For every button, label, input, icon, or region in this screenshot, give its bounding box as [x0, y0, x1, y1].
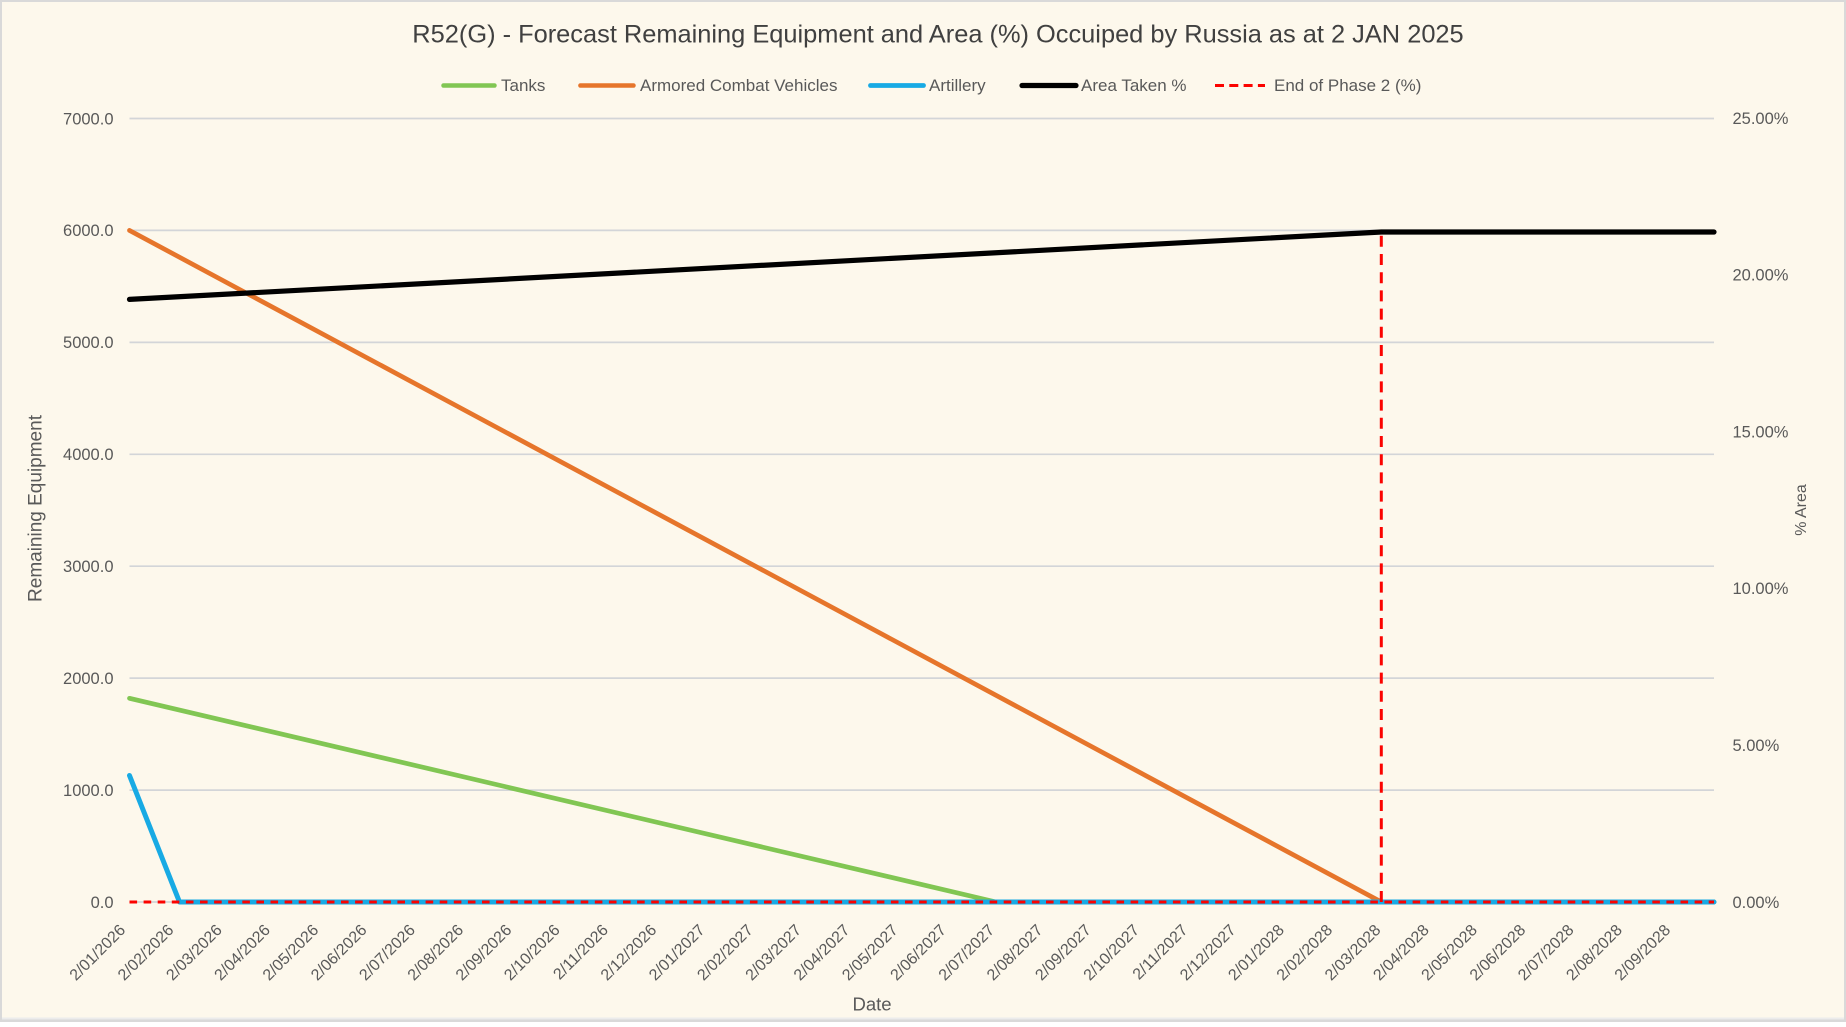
- svg-text:5.00%: 5.00%: [1733, 737, 1780, 755]
- svg-text:5000.0: 5000.0: [63, 334, 113, 352]
- svg-text:6000.0: 6000.0: [63, 222, 113, 240]
- svg-text:Date: Date: [852, 994, 891, 1015]
- svg-text:0.00%: 0.00%: [1733, 894, 1780, 912]
- svg-text:Artillery: Artillery: [929, 76, 986, 95]
- svg-text:3000.0: 3000.0: [63, 558, 113, 576]
- svg-text:1000.0: 1000.0: [63, 782, 113, 800]
- svg-text:Area Taken %: Area Taken %: [1081, 76, 1187, 95]
- svg-text:15.00%: 15.00%: [1733, 423, 1789, 441]
- svg-text:Armored Combat Vehicles: Armored Combat Vehicles: [640, 76, 837, 95]
- svg-text:2000.0: 2000.0: [63, 670, 113, 688]
- svg-text:25.00%: 25.00%: [1733, 110, 1789, 128]
- svg-text:R52(G) - Forecast Remaining Eq: R52(G) - Forecast Remaining Equipment an…: [412, 21, 1463, 49]
- svg-text:4000.0: 4000.0: [63, 446, 113, 464]
- svg-text:End of Phase 2 (%): End of Phase 2 (%): [1274, 76, 1421, 95]
- svg-text:Remaining Equipment: Remaining Equipment: [26, 414, 47, 602]
- svg-text:20.00%: 20.00%: [1733, 267, 1789, 285]
- svg-text:0.0: 0.0: [91, 894, 114, 912]
- svg-text:7000.0: 7000.0: [63, 110, 113, 128]
- svg-text:% Area: % Area: [1793, 484, 1810, 536]
- svg-text:Tanks: Tanks: [501, 76, 545, 95]
- svg-text:10.00%: 10.00%: [1733, 580, 1789, 598]
